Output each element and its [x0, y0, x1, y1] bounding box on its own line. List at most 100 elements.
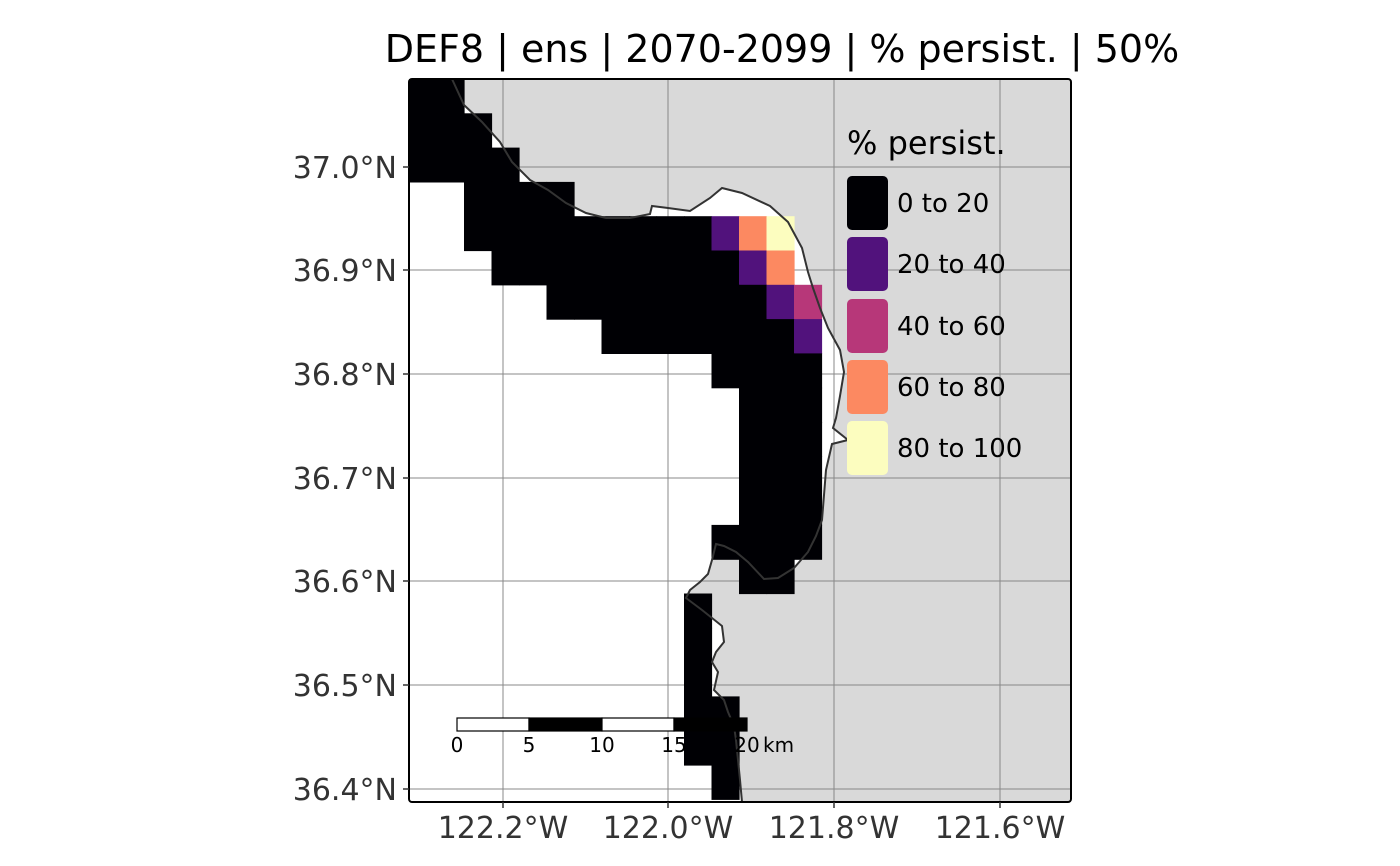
persistence-cell	[601, 216, 630, 252]
x-axis: 122.2°W 122.0°W 121.8°W 121.6°W	[438, 802, 1066, 846]
y-axis-label: 36.7°N	[293, 462, 397, 497]
y-axis-label: 36.9°N	[293, 254, 397, 289]
scale-label: 15	[661, 733, 686, 757]
land-area	[452, 79, 1071, 802]
scale-bar-segment	[528, 717, 603, 732]
scale-label: 0	[451, 733, 464, 757]
persistence-cell	[546, 284, 575, 320]
persistence-cell	[711, 216, 740, 252]
persistence-cell	[794, 422, 823, 457]
panel-border	[408, 78, 1072, 803]
persistence-cell	[684, 730, 713, 766]
persistence-cell	[436, 147, 465, 183]
legend-label: 80 to 100	[897, 434, 1022, 464]
persistence-cell	[574, 216, 603, 252]
persistence-cell	[766, 456, 795, 492]
persistence-cell	[766, 387, 795, 423]
persistence-cell	[739, 456, 768, 492]
persistence-cell	[739, 216, 768, 252]
y-axis-label: 36.5°N	[293, 669, 397, 704]
persistence-cell	[739, 422, 768, 457]
persistence-cell	[684, 284, 713, 320]
persistence-cells	[409, 79, 823, 800]
persistence-cell	[601, 250, 630, 286]
persistence-cell	[629, 250, 658, 286]
persistence-cell	[656, 216, 685, 252]
persistence-cell	[464, 216, 493, 252]
persistence-cell	[684, 662, 713, 697]
persistence-cell	[766, 524, 795, 560]
persistence-cell	[409, 113, 438, 149]
legend-label: 60 to 80	[897, 373, 1006, 403]
persistence-cell	[629, 284, 658, 320]
persistence-cell	[491, 216, 520, 252]
persistence-cell	[464, 147, 493, 183]
persistence-cell	[491, 181, 520, 217]
persistence-cell	[711, 319, 740, 354]
scale-bar-segment	[456, 717, 530, 732]
legend: % persist. 0 to 20 20 to 40 40 to 60 60 …	[847, 124, 1022, 475]
persistence-cell	[766, 319, 795, 354]
persistence-cell	[711, 765, 740, 800]
persistence-cell	[711, 250, 740, 286]
persistence-cell	[409, 147, 438, 183]
x-axis-label: 122.2°W	[438, 811, 569, 846]
persistence-cell	[766, 284, 795, 320]
persistence-cell	[656, 250, 685, 286]
legend-swatch-60-80	[847, 360, 888, 414]
persistence-cell	[629, 216, 658, 252]
x-axis-label: 122.0°W	[603, 811, 734, 846]
persistence-cell	[766, 353, 795, 389]
y-axis-label: 36.4°N	[293, 773, 397, 808]
persistence-cell	[684, 250, 713, 286]
persistence-cell	[546, 216, 575, 252]
persistence-cell	[684, 216, 713, 252]
persistence-cell	[794, 490, 823, 526]
persistence-cell	[739, 353, 768, 389]
y-axis-label: 36.8°N	[293, 358, 397, 393]
persistence-cell	[601, 284, 630, 320]
y-axis: 37.0°N 36.9°N 36.8°N 36.7°N 36.6°N 36.5°…	[293, 151, 409, 808]
persistence-cell	[574, 284, 603, 320]
scale-bar-segment	[673, 717, 748, 732]
persistence-cell	[519, 216, 548, 252]
persistence-cell	[464, 181, 493, 217]
scale-label: 10	[589, 733, 614, 757]
persistence-cell	[656, 284, 685, 320]
persistence-cell	[684, 627, 713, 663]
persistence-cell	[711, 284, 740, 320]
x-axis-label: 121.6°W	[935, 811, 1066, 846]
persistence-cell	[766, 422, 795, 457]
persistence-cell	[436, 113, 465, 149]
persistence-cell	[794, 456, 823, 492]
legend-swatch-40-60	[847, 299, 888, 353]
persistence-cell	[766, 490, 795, 526]
x-axis-label: 121.8°W	[769, 811, 900, 846]
coastline	[451, 79, 851, 802]
persistence-cell	[794, 353, 823, 389]
legend-label: 40 to 60	[897, 312, 1006, 342]
legend-label: 20 to 40	[897, 250, 1006, 280]
persistence-cell	[601, 319, 630, 354]
scale-label: 5	[523, 733, 536, 757]
persistence-cell	[519, 250, 548, 286]
map-title: DEF8 | ens | 2070-2099 | % persist. | 50…	[385, 27, 1179, 72]
persistence-cell	[766, 216, 795, 252]
persistence-cell	[409, 79, 438, 114]
scale-bar-segment	[601, 717, 675, 732]
legend-swatch-20-40	[847, 237, 888, 291]
persistence-cell	[766, 250, 795, 286]
persistence-cell	[711, 353, 740, 389]
persistence-cell	[739, 319, 768, 354]
persistence-cell	[739, 284, 768, 320]
scale-bar: 0 5 10 15 20 km	[451, 717, 794, 757]
persistence-cell	[739, 490, 768, 526]
persistence-cell	[574, 250, 603, 286]
legend-swatch-0-20	[847, 176, 888, 230]
legend-title: % persist.	[847, 124, 1006, 162]
y-axis-label: 36.6°N	[293, 565, 397, 600]
legend-swatch-80-100	[847, 421, 888, 475]
map-panel: 0 5 10 15 20 km	[409, 79, 1071, 802]
persistence-cell	[546, 250, 575, 286]
